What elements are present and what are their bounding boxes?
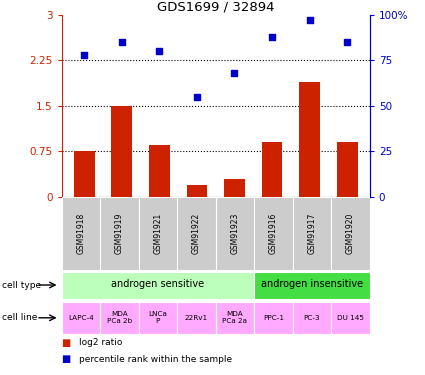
Bar [215,197,254,270]
Bar [215,302,254,334]
Text: LNCa
P: LNCa P [148,311,167,324]
Bar [74,152,94,197]
Text: GSM91919: GSM91919 [115,213,124,254]
Text: MDA
PCa 2b: MDA PCa 2b [107,311,132,324]
Text: ■: ■ [62,354,71,364]
Text: cell line: cell line [2,314,37,322]
Bar [331,197,370,270]
Text: PC-3: PC-3 [304,315,320,321]
Bar [62,302,100,334]
Point [344,39,351,45]
Point [306,18,313,24]
Title: GDS1699 / 32894: GDS1699 / 32894 [157,1,275,14]
Point [193,94,200,100]
Bar [224,179,245,197]
Bar [100,197,139,270]
Bar [177,302,215,334]
Text: LAPC-4: LAPC-4 [68,315,94,321]
Bar [139,197,177,270]
Bar [254,272,370,298]
Text: GSM91918: GSM91918 [76,213,85,254]
Text: percentile rank within the sample: percentile rank within the sample [79,355,232,364]
Bar [337,142,357,197]
Bar [149,146,170,197]
Bar [62,197,100,270]
Bar [177,197,215,270]
Point [156,48,163,54]
Bar [62,272,254,298]
Point [231,70,238,76]
Text: GSM91923: GSM91923 [230,213,239,254]
Bar [262,142,282,197]
Bar [331,302,370,334]
Text: DU 145: DU 145 [337,315,364,321]
Text: GSM91920: GSM91920 [346,213,355,254]
Bar [111,106,132,197]
Text: log2 ratio: log2 ratio [79,338,122,347]
Bar [293,197,331,270]
Point [81,52,88,58]
Bar [187,185,207,197]
Bar [299,82,320,197]
Text: ■: ■ [62,338,71,348]
Text: GSM91922: GSM91922 [192,213,201,254]
Text: cell type: cell type [2,280,41,290]
Text: GSM91917: GSM91917 [307,213,317,254]
Bar [254,302,293,334]
Text: GSM91916: GSM91916 [269,213,278,254]
Text: MDA
PCa 2a: MDA PCa 2a [222,311,247,324]
Point [118,39,125,45]
Bar [293,302,331,334]
Bar [100,302,139,334]
Text: androgen insensitive: androgen insensitive [261,279,363,290]
Bar [254,197,293,270]
Text: GSM91921: GSM91921 [153,213,162,254]
Bar [139,302,177,334]
Point [269,34,275,40]
Text: 22Rv1: 22Rv1 [185,315,208,321]
Text: PPC-1: PPC-1 [263,315,284,321]
Text: androgen sensitive: androgen sensitive [111,279,204,290]
